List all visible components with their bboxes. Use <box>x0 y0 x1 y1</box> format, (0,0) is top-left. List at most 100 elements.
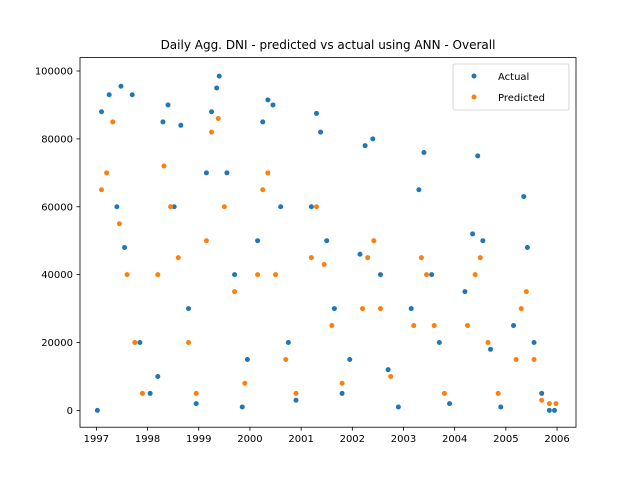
point-actual <box>421 149 427 155</box>
y-tick-label: 60000 <box>41 202 73 213</box>
point-predicted <box>155 272 161 278</box>
point-actual <box>331 306 337 312</box>
point-actual <box>114 204 120 210</box>
point-predicted <box>513 356 519 362</box>
point-actual <box>313 110 319 116</box>
point-actual <box>255 238 261 244</box>
y-tick-label: 20000 <box>41 338 73 349</box>
point-predicted <box>104 170 110 176</box>
point-predicted <box>485 340 491 346</box>
point-actual <box>278 204 284 210</box>
point-actual <box>260 119 266 125</box>
point-predicted <box>321 261 327 267</box>
y-tick-label: 0 <box>67 406 73 417</box>
x-tick-label: 2003 <box>391 434 416 445</box>
y-tick-label: 80000 <box>41 134 73 145</box>
point-actual <box>524 244 530 250</box>
point-actual <box>224 170 230 176</box>
legend-label-predicted: Predicted <box>498 93 545 104</box>
point-predicted <box>132 340 138 346</box>
point-actual <box>498 404 504 410</box>
point-actual <box>436 340 442 346</box>
point-predicted <box>168 204 174 210</box>
point-predicted <box>431 323 437 329</box>
y-tick-label: 100000 <box>35 67 73 78</box>
point-predicted <box>553 401 559 407</box>
point-predicted <box>377 306 383 312</box>
point-actual <box>178 122 184 128</box>
point-actual <box>357 251 363 257</box>
point-predicted <box>365 255 371 261</box>
point-predicted <box>110 119 116 125</box>
point-actual <box>122 244 128 250</box>
point-actual <box>155 373 161 379</box>
x-axis: 1997 1998 1999 2000 2001 2002 2003 2004 2005 2006 <box>84 427 570 445</box>
point-predicted <box>539 397 545 403</box>
point-actual <box>209 109 215 115</box>
point-predicted <box>313 204 319 210</box>
point-actual <box>462 289 468 295</box>
point-actual <box>285 340 291 346</box>
point-predicted <box>283 356 289 362</box>
legend-label-actual: Actual <box>498 72 529 83</box>
point-actual <box>511 323 517 329</box>
x-tick-label: 1998 <box>135 434 160 445</box>
point-predicted <box>411 323 417 329</box>
point-actual <box>539 390 545 396</box>
point-predicted <box>255 272 261 278</box>
point-actual <box>318 129 324 135</box>
point-predicted <box>293 390 299 396</box>
point-actual <box>546 407 552 413</box>
point-predicted <box>531 356 537 362</box>
point-predicted <box>260 187 266 193</box>
point-actual <box>216 73 222 79</box>
point-predicted <box>242 380 248 386</box>
point-predicted <box>329 323 335 329</box>
point-predicted <box>546 401 552 407</box>
point-predicted <box>139 390 145 396</box>
point-actual <box>270 102 276 108</box>
legend-marker-predicted <box>471 94 477 100</box>
series-predicted <box>99 116 559 407</box>
point-predicted <box>495 390 501 396</box>
point-actual <box>324 238 330 244</box>
point-actual <box>147 390 153 396</box>
point-actual <box>203 170 209 176</box>
point-actual <box>265 97 271 103</box>
point-actual <box>408 306 414 312</box>
point-actual <box>232 272 238 278</box>
point-actual <box>171 204 177 210</box>
point-predicted <box>464 323 470 329</box>
point-actual <box>385 367 391 373</box>
point-actual <box>470 231 476 237</box>
x-tick-label: 2000 <box>237 434 262 445</box>
point-actual <box>347 356 353 362</box>
point-actual <box>99 109 104 115</box>
point-actual <box>531 340 537 346</box>
point-actual <box>521 194 527 200</box>
legend: Actual Predicted <box>452 63 570 111</box>
point-actual <box>339 390 345 396</box>
legend-marker-actual <box>471 73 477 79</box>
point-actual <box>362 143 368 149</box>
point-predicted <box>99 187 104 193</box>
point-actual <box>416 187 422 193</box>
point-actual <box>244 356 250 362</box>
points-layer <box>94 73 559 413</box>
point-predicted <box>273 272 279 278</box>
point-predicted <box>472 272 478 278</box>
series-actual <box>94 73 557 413</box>
point-predicted <box>265 170 271 176</box>
legend-frame <box>452 63 570 111</box>
point-actual <box>137 340 143 346</box>
point-actual <box>429 272 435 278</box>
point-actual <box>118 83 124 89</box>
point-predicted <box>339 380 345 386</box>
point-actual <box>106 92 112 98</box>
point-predicted <box>388 373 394 379</box>
point-predicted <box>116 221 122 227</box>
point-actual <box>308 204 314 210</box>
x-tick-label: 1999 <box>186 434 211 445</box>
x-tick-label: 2001 <box>288 434 313 445</box>
